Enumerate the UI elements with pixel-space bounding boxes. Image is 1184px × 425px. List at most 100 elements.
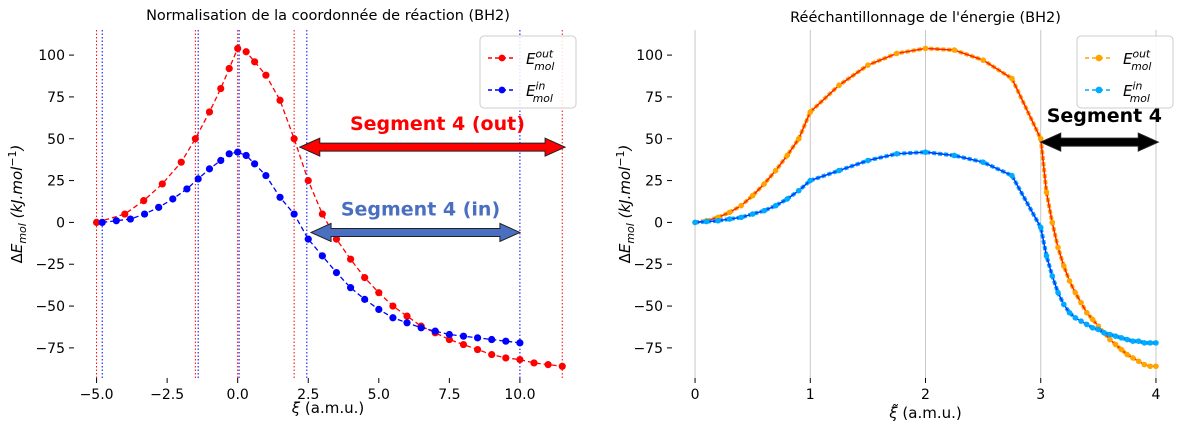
- x-tick-label: 0: [691, 387, 700, 403]
- x-tick-label: −2.5: [150, 387, 184, 403]
- data-point: [304, 235, 312, 243]
- data-point: [158, 180, 166, 188]
- x-tick-label: 1: [806, 387, 815, 403]
- data-point: [516, 355, 524, 364]
- data-point: [169, 195, 177, 203]
- data-point: [417, 324, 425, 332]
- data-point: [225, 64, 233, 73]
- data-point: [1078, 318, 1084, 324]
- y-tick-label: −75: [633, 341, 663, 357]
- data-point: [1089, 316, 1096, 323]
- data-point: [836, 82, 842, 89]
- data-point: [290, 210, 298, 218]
- legend-swatch-marker: [498, 86, 506, 94]
- data-point: [922, 149, 929, 155]
- data-point: [205, 165, 214, 173]
- y-tick-label: 75: [47, 90, 65, 106]
- data-point: [951, 152, 958, 159]
- data-point: [1124, 336, 1130, 343]
- y-axis-label: ΔEmol (kJ.mol−1): [614, 145, 637, 264]
- segment-label: Segment 4 (in): [341, 198, 500, 220]
- data-point: [177, 158, 185, 166]
- data-point: [502, 337, 510, 345]
- data-point: [225, 150, 233, 158]
- data-point: [488, 335, 496, 344]
- x-tick-label: 4: [1151, 387, 1160, 403]
- data-point: [738, 202, 744, 209]
- data-point: [1037, 224, 1044, 231]
- data-point: [1072, 314, 1079, 321]
- data-point: [893, 50, 900, 57]
- data-point: [205, 108, 214, 116]
- data-point: [1130, 338, 1136, 344]
- legend-swatch-marker: [498, 54, 506, 62]
- x-tick-label: 2: [921, 387, 930, 403]
- x-tick-label: 7.5: [438, 387, 460, 403]
- data-point: [1101, 330, 1107, 336]
- data-point: [738, 214, 744, 221]
- y-axis-label: ΔEmol (kJ.mol−1): [6, 145, 29, 264]
- segment-arrow: [309, 222, 522, 243]
- y-tick-label: 0: [654, 215, 663, 231]
- data-point: [242, 151, 250, 160]
- data-point: [1147, 340, 1153, 346]
- data-point: [1043, 253, 1050, 259]
- data-point: [865, 62, 871, 68]
- data-point: [1130, 355, 1136, 361]
- segment-label: Segment 4: [1047, 105, 1162, 127]
- legend: Eout mol Ein mol: [479, 35, 577, 109]
- data-point: [445, 335, 453, 344]
- data-point: [1043, 189, 1050, 196]
- segment-label: Segment 4 (out): [350, 113, 525, 135]
- data-point: [488, 350, 496, 359]
- data-point: [276, 96, 284, 104]
- data-point: [795, 135, 802, 142]
- y-tick-label: 75: [645, 90, 663, 106]
- data-point: [346, 284, 355, 292]
- chart-2: Rééchantillonnage de l'énergie (BH2) 0 1 2 3…: [614, 10, 1174, 422]
- y-tick-label: −25: [35, 257, 65, 273]
- data-point: [155, 203, 163, 211]
- data-point: [290, 135, 298, 143]
- data-point: [1107, 331, 1113, 338]
- data-point: [784, 152, 791, 159]
- data-point: [1135, 358, 1142, 365]
- data-point: [807, 177, 814, 184]
- x-tick-label: 0.0: [227, 387, 249, 403]
- data-point: [403, 312, 411, 320]
- chart-title: Rééchantillonnage de l'énergie (BH2): [790, 10, 1061, 26]
- data-point: [276, 193, 284, 201]
- data-point: [1084, 309, 1090, 316]
- y-tick-label: 0: [56, 215, 65, 231]
- plot-area: [92, 44, 566, 370]
- data-point: [1084, 321, 1090, 328]
- y-tick-label: 25: [645, 174, 663, 190]
- data-point: [807, 109, 814, 115]
- data-point: [1112, 341, 1119, 348]
- data-point: [332, 235, 341, 243]
- data-point: [836, 167, 842, 174]
- data-point: [234, 148, 242, 156]
- data-point: [473, 345, 482, 354]
- data-point: [445, 330, 453, 339]
- data-point: [951, 47, 958, 53]
- data-point: [980, 159, 986, 165]
- data-point: [749, 211, 756, 217]
- data-point: [715, 217, 721, 224]
- data-point: [361, 274, 369, 282]
- data-point: [346, 255, 355, 263]
- data-point: [893, 151, 900, 157]
- data-point: [431, 327, 439, 335]
- chart-title: Normalisation de la coordonnée de réacti…: [146, 8, 510, 24]
- data-point: [1153, 340, 1159, 346]
- data-point: [1124, 351, 1130, 358]
- data-point: [1049, 219, 1056, 226]
- data-point: [530, 359, 538, 367]
- data-point: [1107, 336, 1113, 343]
- data-point: [1066, 309, 1073, 316]
- data-point: [1049, 273, 1056, 279]
- x-tick-label: −5.0: [80, 387, 114, 403]
- data-point: [1112, 333, 1119, 339]
- data-point: [692, 219, 698, 226]
